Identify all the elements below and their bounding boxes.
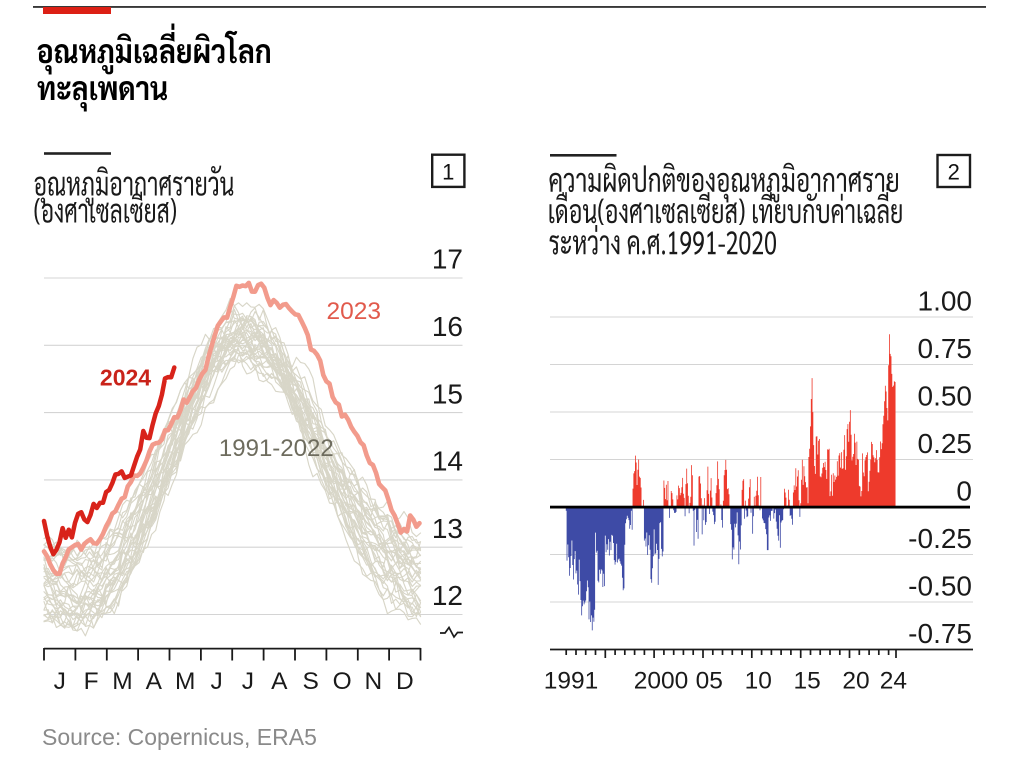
svg-text:1.00: 1.00 (918, 286, 973, 317)
svg-text:J: J (210, 668, 222, 695)
svg-text:15: 15 (793, 668, 820, 695)
svg-text:1: 1 (442, 160, 454, 185)
svg-text:D: D (396, 668, 414, 695)
svg-text:12: 12 (432, 580, 463, 611)
svg-text:J: J (54, 668, 66, 695)
svg-text:-0.50: -0.50 (908, 571, 972, 602)
svg-text:J: J (242, 668, 254, 695)
svg-text:F: F (84, 668, 99, 695)
svg-text:Source: Copernicus, ERA5: Source: Copernicus, ERA5 (42, 724, 317, 750)
svg-text:0: 0 (956, 476, 972, 507)
svg-text:24: 24 (880, 668, 907, 695)
svg-text:N: N (365, 668, 383, 695)
svg-text:2024: 2024 (100, 365, 151, 391)
svg-text:0.25: 0.25 (918, 428, 973, 459)
svg-text:10: 10 (745, 668, 772, 695)
svg-text:S: S (303, 668, 319, 695)
svg-text:2: 2 (948, 160, 960, 185)
svg-text:A: A (146, 668, 163, 695)
svg-text:05: 05 (696, 668, 723, 695)
svg-text:13: 13 (432, 513, 463, 544)
svg-text:O: O (333, 668, 352, 695)
svg-text:A: A (271, 668, 288, 695)
svg-text:0.50: 0.50 (918, 381, 973, 412)
svg-text:0.75: 0.75 (918, 333, 973, 364)
svg-text:-0.25: -0.25 (908, 523, 972, 554)
svg-text:14: 14 (432, 446, 463, 477)
svg-text:2000: 2000 (634, 668, 689, 695)
svg-text:15: 15 (432, 378, 463, 409)
svg-text:16: 16 (432, 311, 463, 342)
svg-text:M: M (175, 668, 195, 695)
svg-text:1991: 1991 (544, 668, 599, 695)
svg-text:1991-2022: 1991-2022 (219, 435, 334, 462)
svg-text:2023: 2023 (327, 298, 382, 325)
svg-text:M: M (112, 668, 132, 695)
svg-text:20: 20 (842, 668, 869, 695)
svg-text:17: 17 (432, 244, 463, 275)
svg-text:-0.75: -0.75 (908, 618, 972, 649)
